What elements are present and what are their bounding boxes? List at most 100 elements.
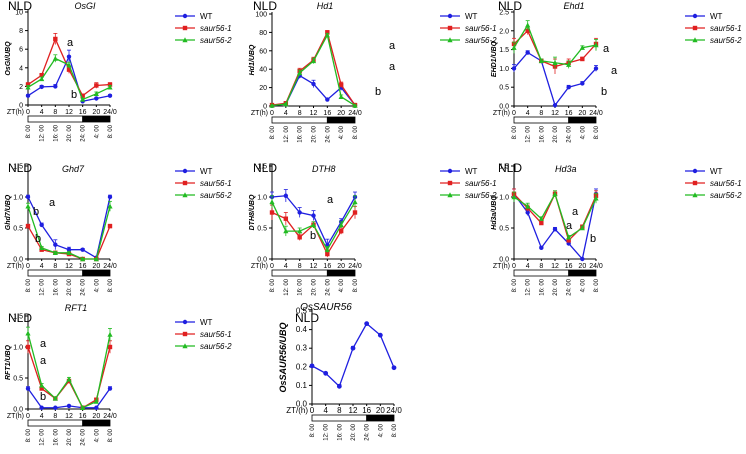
clock-label: 16: 00 — [298, 125, 304, 142]
x-tick-label: 0 — [26, 263, 30, 270]
clock-label: 4: 00 — [94, 278, 100, 292]
series-saur56-2 — [25, 326, 113, 410]
x-tick-label: 16 — [323, 110, 331, 117]
data-point — [539, 245, 544, 251]
y-tick-label: 1.0 — [13, 195, 23, 202]
chart-panel-RFT1: NLD RFT1 0.0 0.5 1.0 1.5 RFT1/UBQ 0 4 8 12 16 20 24/0… — [5, 303, 232, 446]
data-point — [579, 225, 585, 231]
gene-title: Ghd7 — [62, 164, 85, 174]
y-axis-label: Hd3a/UBQ — [491, 195, 498, 230]
data-point — [39, 73, 44, 78]
clock-label: 20: 00 — [312, 125, 318, 142]
series-OsSAUR56 — [309, 321, 397, 389]
clock-label: 20: 00 — [553, 278, 559, 295]
clock-label: 8: 00 — [26, 428, 32, 442]
y-tick-label: 0.3 — [296, 344, 308, 353]
clock-label: 4: 00 — [580, 125, 586, 139]
y-tick-label: 0 — [19, 103, 23, 110]
significance-label: b — [601, 86, 607, 98]
legend: WT saur56-1 saur56-2 — [685, 12, 742, 45]
y-tick-label: 0.0 — [296, 400, 308, 409]
data-point — [297, 210, 302, 215]
series-saur56-2 — [511, 20, 599, 69]
y-tick-label: 0.5 — [13, 376, 23, 383]
clock-label: 20: 00 — [351, 423, 357, 440]
significance-label: a — [49, 197, 56, 209]
condition-label: NLD — [295, 311, 319, 325]
dark-period-bar — [326, 269, 356, 277]
x-tick-label: 24/0 — [589, 110, 603, 117]
x-tick-label: 8 — [298, 263, 302, 270]
legend-label: WT — [200, 167, 213, 176]
legend-marker — [182, 180, 188, 186]
series-saur56-2 — [269, 195, 358, 253]
legend-marker — [447, 13, 453, 19]
dark-period-bar — [82, 269, 111, 277]
data-point — [391, 365, 397, 371]
data-point — [107, 386, 113, 391]
clock-label: 24: 00 — [81, 278, 87, 295]
data-point — [66, 376, 72, 382]
dark-period-bar — [82, 115, 111, 123]
y-tick-label: 0.0 — [499, 257, 509, 264]
x-tick-label: 20 — [92, 263, 100, 270]
data-point — [107, 82, 113, 87]
legend-marker — [692, 168, 698, 174]
data-point — [338, 222, 344, 228]
x-tick-label: 0 — [26, 413, 30, 420]
clock-label: 8: 00 — [594, 278, 600, 292]
legend-label: saur56-1 — [200, 24, 232, 33]
legend-label: WT — [200, 12, 213, 21]
y-tick-label: 0.4 — [296, 325, 308, 334]
condition-label: NLD — [8, 0, 32, 13]
x-tick-label: 8 — [539, 110, 543, 117]
clock-label: 8: 00 — [594, 125, 600, 139]
significance-label: a — [603, 43, 610, 55]
clock-label: 20: 00 — [67, 428, 73, 445]
data-point — [538, 216, 544, 221]
series-saur56-2 — [25, 54, 113, 102]
legend-marker — [182, 25, 188, 31]
clock-label: 16: 00 — [298, 278, 304, 295]
clock-label: 12: 00 — [284, 125, 290, 142]
data-point — [93, 256, 99, 262]
data-point — [66, 54, 72, 59]
x-tick-label: 20 — [337, 263, 345, 270]
data-point — [283, 101, 289, 107]
y-tick-label: 1.5 — [13, 164, 23, 171]
series-saur56-2 — [511, 190, 599, 240]
data-point — [25, 386, 31, 391]
legend-label: saur56-1 — [710, 24, 742, 33]
legend-label: saur56-2 — [200, 342, 232, 351]
y-tick-label: 1.5 — [13, 314, 23, 321]
data-point — [325, 251, 330, 257]
clock-label: 8: 00 — [353, 125, 359, 139]
data-point — [552, 227, 558, 232]
y-tick-label: 1.0 — [13, 345, 23, 352]
data-point — [39, 382, 45, 388]
legend-marker — [692, 37, 698, 43]
series-line — [271, 30, 356, 106]
significance-label: b — [40, 391, 46, 403]
y-axis-label: Hd1/UBQ — [249, 44, 256, 75]
condition-label: NLD — [253, 161, 277, 175]
clock-label: 20: 00 — [67, 124, 73, 141]
data-point — [52, 250, 58, 255]
x-tick-label: 8 — [337, 406, 342, 415]
x-tick-label: 24/0 — [103, 263, 117, 270]
data-point — [39, 76, 45, 82]
data-point — [107, 93, 113, 98]
data-point — [511, 194, 517, 200]
data-point — [107, 331, 113, 337]
x-tick-label: 0 — [310, 406, 315, 415]
data-point — [25, 82, 31, 87]
clock-label: 12: 00 — [324, 423, 330, 440]
y-tick-label: 0.0 — [499, 104, 509, 111]
clock-label: 8: 00 — [108, 124, 114, 138]
x-axis-label: ZT(h) — [493, 110, 510, 117]
data-point — [39, 245, 45, 251]
clock-label: 4: 00 — [378, 423, 384, 437]
y-tick-label: 0.5 — [296, 307, 308, 316]
data-point — [107, 84, 113, 90]
